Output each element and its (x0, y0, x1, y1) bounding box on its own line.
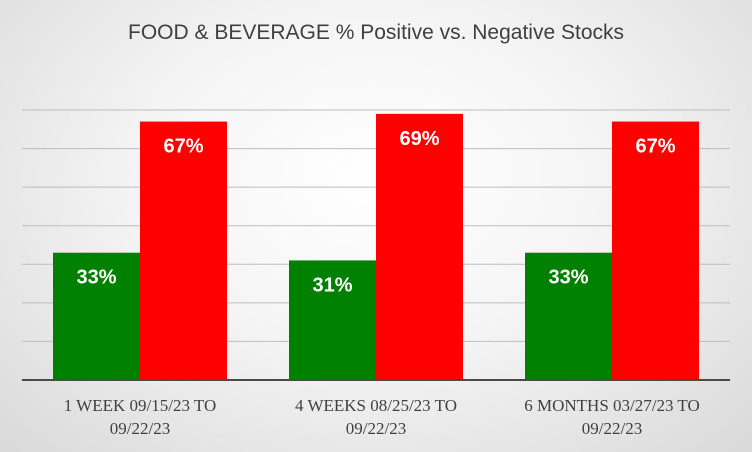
x-axis-labels: 1 WEEK 09/15/23 TO 09/22/23 4 WEEKS 08/25/… (64, 396, 700, 438)
bar-negative (376, 113, 463, 380)
chart-title: FOOD & BEVERAGE % Positive vs. Negative … (128, 21, 624, 44)
data-label: 33% (548, 267, 588, 289)
data-label: 33% (76, 267, 116, 289)
bar-positive (53, 252, 140, 380)
x-tick-label: 6 MONTHS 03/27/23 TO (524, 396, 700, 415)
bar-negative (140, 121, 227, 381)
data-labels: 33% 67% 31% 69% 33% 67% (76, 128, 675, 297)
bar-negative (612, 121, 699, 381)
data-label: 67% (163, 136, 203, 158)
bar-positive (525, 252, 612, 380)
x-tick-label: 1 WEEK 09/15/23 TO (64, 396, 217, 415)
data-label: 31% (312, 274, 352, 296)
data-label: 67% (635, 136, 675, 158)
x-tick-label: 4 WEEKS 08/25/23 TO (295, 396, 457, 415)
bar-positive (289, 260, 376, 380)
x-tick-label: 09/22/23 (110, 419, 170, 438)
x-tick-label: 09/22/23 (346, 419, 406, 438)
data-label: 69% (399, 128, 439, 150)
x-tick-label: 09/22/23 (582, 419, 642, 438)
bars (53, 113, 699, 381)
